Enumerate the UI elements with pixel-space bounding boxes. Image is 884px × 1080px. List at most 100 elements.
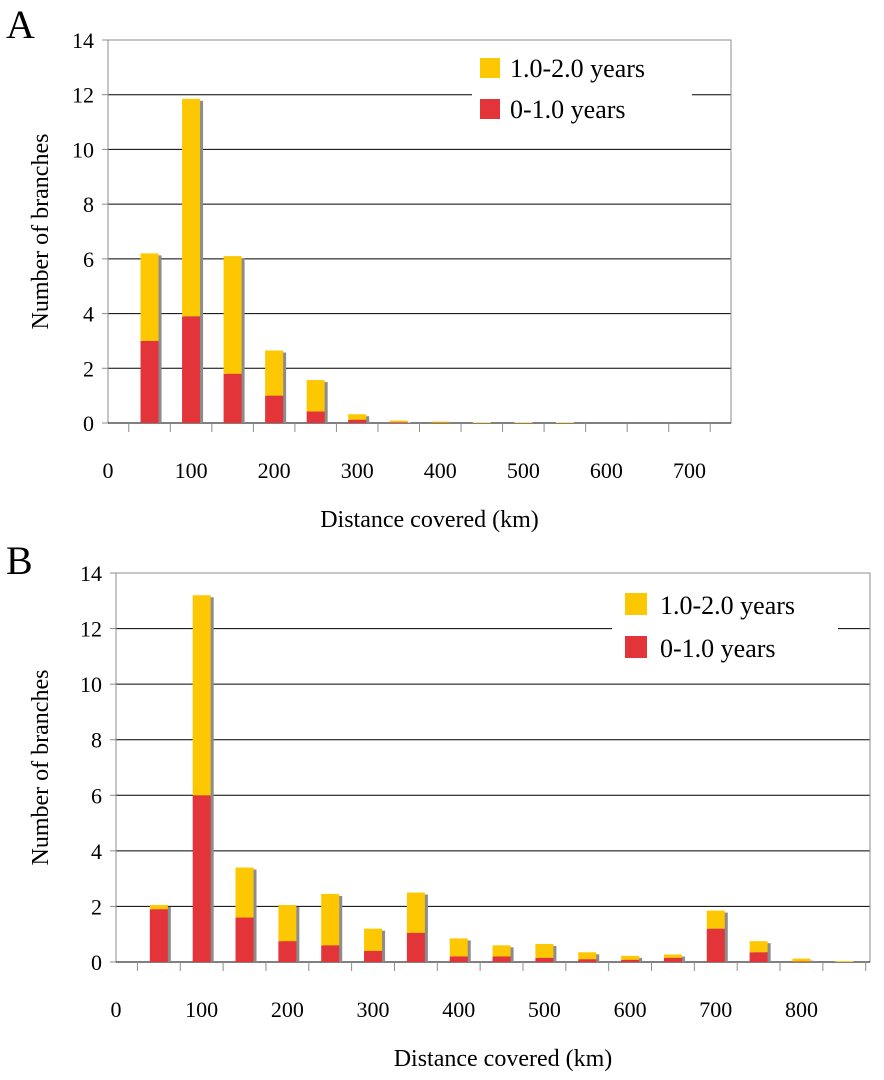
- legend-background: [472, 54, 692, 124]
- bar-segment-1-2-years: [406, 892, 425, 933]
- bar-segment-1-2-years: [749, 941, 768, 953]
- x-tick-label: 800: [785, 997, 818, 1022]
- bar-segment-0-1-years: [535, 957, 554, 962]
- legend-label-0-1-years: 0-1.0 years: [660, 634, 776, 663]
- y-tick-label: 4: [91, 839, 102, 864]
- bar-segment-0-1-years: [663, 957, 682, 962]
- bar-segment-1-2-years: [449, 938, 468, 957]
- bar-segment-0-1-years: [149, 909, 168, 962]
- y-tick-label: 4: [83, 302, 94, 327]
- bar-segment-1-2-years: [306, 380, 325, 412]
- bar-segment-1-2-years: [182, 98, 201, 317]
- bar-segment-1-2-years: [364, 928, 383, 951]
- bar-segment-0-1-years: [792, 961, 811, 962]
- x-tick-label: 500: [507, 458, 540, 483]
- bar-segment-0-1-years: [406, 932, 425, 962]
- y-tick-label: 12: [80, 617, 102, 642]
- panel-letter: A: [6, 2, 35, 47]
- x-tick-label: 700: [673, 458, 706, 483]
- x-tick-label: 100: [185, 997, 218, 1022]
- y-tick-label: 10: [72, 137, 94, 162]
- y-tick-label: 14: [80, 561, 102, 586]
- bar-segment-1-2-years: [140, 253, 159, 341]
- x-tick-label: 300: [357, 997, 390, 1022]
- y-tick-label: 10: [80, 672, 102, 697]
- bar-segment-1-2-years: [321, 893, 340, 946]
- x-tick-label: 700: [699, 997, 732, 1022]
- y-tick-label: 2: [91, 894, 102, 919]
- legend-swatch-1-2-years: [625, 593, 647, 615]
- x-tick-label: 200: [258, 458, 291, 483]
- y-tick-label: 2: [83, 356, 94, 381]
- bar-segment-0-1-years: [364, 950, 383, 962]
- y-tick-label: 8: [91, 728, 102, 753]
- y-axis-title: Number of branches: [28, 670, 54, 866]
- y-tick-label: 12: [72, 83, 94, 108]
- x-tick-label: 600: [614, 997, 647, 1022]
- bar-segment-0-1-years: [578, 959, 597, 962]
- bar-segment-0-1-years: [140, 340, 159, 423]
- y-axis-title: Number of branches: [28, 134, 54, 330]
- x-tick-label: 0: [111, 997, 122, 1022]
- legend-label-1-2-years: 1.0-2.0 years: [660, 591, 795, 620]
- legend-label-0-1-years: 0-1.0 years: [510, 95, 626, 124]
- bar-segment-1-2-years: [492, 945, 511, 957]
- x-tick-label: 400: [424, 458, 457, 483]
- bar-segment-1-2-years: [389, 420, 408, 423]
- x-tick-label: 400: [442, 997, 475, 1022]
- bar-segment-0-1-years: [706, 928, 725, 962]
- y-tick-label: 0: [91, 950, 102, 975]
- legend-swatch-1-2-years: [480, 58, 500, 78]
- bar-segment-0-1-years: [306, 411, 325, 423]
- bar-segment-0-1-years: [235, 917, 254, 962]
- bar-segment-1-2-years: [235, 867, 254, 918]
- bar-segment-1-2-years: [514, 422, 533, 423]
- bar-segment-0-1-years: [321, 945, 340, 962]
- bar-segment-1-2-years: [348, 414, 367, 420]
- bar-segment-0-1-years: [192, 795, 211, 962]
- bar-segment-0-1-years: [265, 395, 284, 423]
- chart-panel-b: B 0 2 4 6 8 10 12 14 0 100 200 300 400 500 600 700 800 Dis…: [6, 538, 871, 1072]
- bar-segment-1-2-years: [835, 961, 854, 962]
- x-axis-title: Distance covered (km): [394, 1046, 613, 1072]
- x-tick-label: 300: [341, 458, 374, 483]
- x-tick-label: 200: [271, 997, 304, 1022]
- x-axis-title: Distance covered (km): [320, 507, 539, 533]
- bar-segment-1-2-years: [223, 256, 242, 374]
- bar-segment-1-2-years: [535, 943, 554, 958]
- bar-segment-1-2-years: [621, 955, 640, 960]
- bar-segment-1-2-years: [472, 422, 491, 423]
- legend-label-1-2-years: 1.0-2.0 years: [510, 54, 645, 83]
- bar-segment-1-2-years: [265, 350, 284, 396]
- bar-segment-0-1-years: [449, 956, 468, 962]
- bar-segment-1-2-years: [663, 954, 682, 958]
- panel-letter: B: [6, 538, 33, 583]
- bar-segment-0-1-years: [621, 959, 640, 962]
- bar-segment-1-2-years: [192, 595, 211, 796]
- bar-segment-0-1-years: [182, 316, 201, 423]
- bar-segment-0-1-years: [749, 952, 768, 962]
- bar-segment-0-1-years: [278, 941, 297, 962]
- bar-segment-1-2-years: [706, 910, 725, 929]
- y-tick-label: 14: [72, 28, 94, 53]
- bar-segment-1-2-years: [578, 952, 597, 960]
- x-tick-label: 0: [103, 458, 114, 483]
- legend-swatch-0-1-years: [480, 99, 500, 119]
- x-tick-label: 100: [175, 458, 208, 483]
- y-tick-label: 0: [83, 411, 94, 436]
- bar-segment-0-1-years: [492, 956, 511, 962]
- y-tick-label: 8: [83, 192, 94, 217]
- x-tick-label: 500: [528, 997, 561, 1022]
- bar-segment-1-2-years: [555, 422, 574, 423]
- bar-segment-0-1-years: [389, 422, 408, 423]
- y-tick-label: 6: [91, 783, 102, 808]
- bar-segment-1-2-years: [431, 421, 450, 423]
- bar-segment-1-2-years: [149, 905, 168, 910]
- bar-segment-1-2-years: [278, 905, 297, 942]
- legend-background: [612, 588, 838, 660]
- y-tick-label: 6: [83, 247, 94, 272]
- bar-segment-1-2-years: [792, 958, 811, 962]
- legend-swatch-0-1-years: [625, 636, 647, 658]
- bar-segment-0-1-years: [223, 373, 242, 423]
